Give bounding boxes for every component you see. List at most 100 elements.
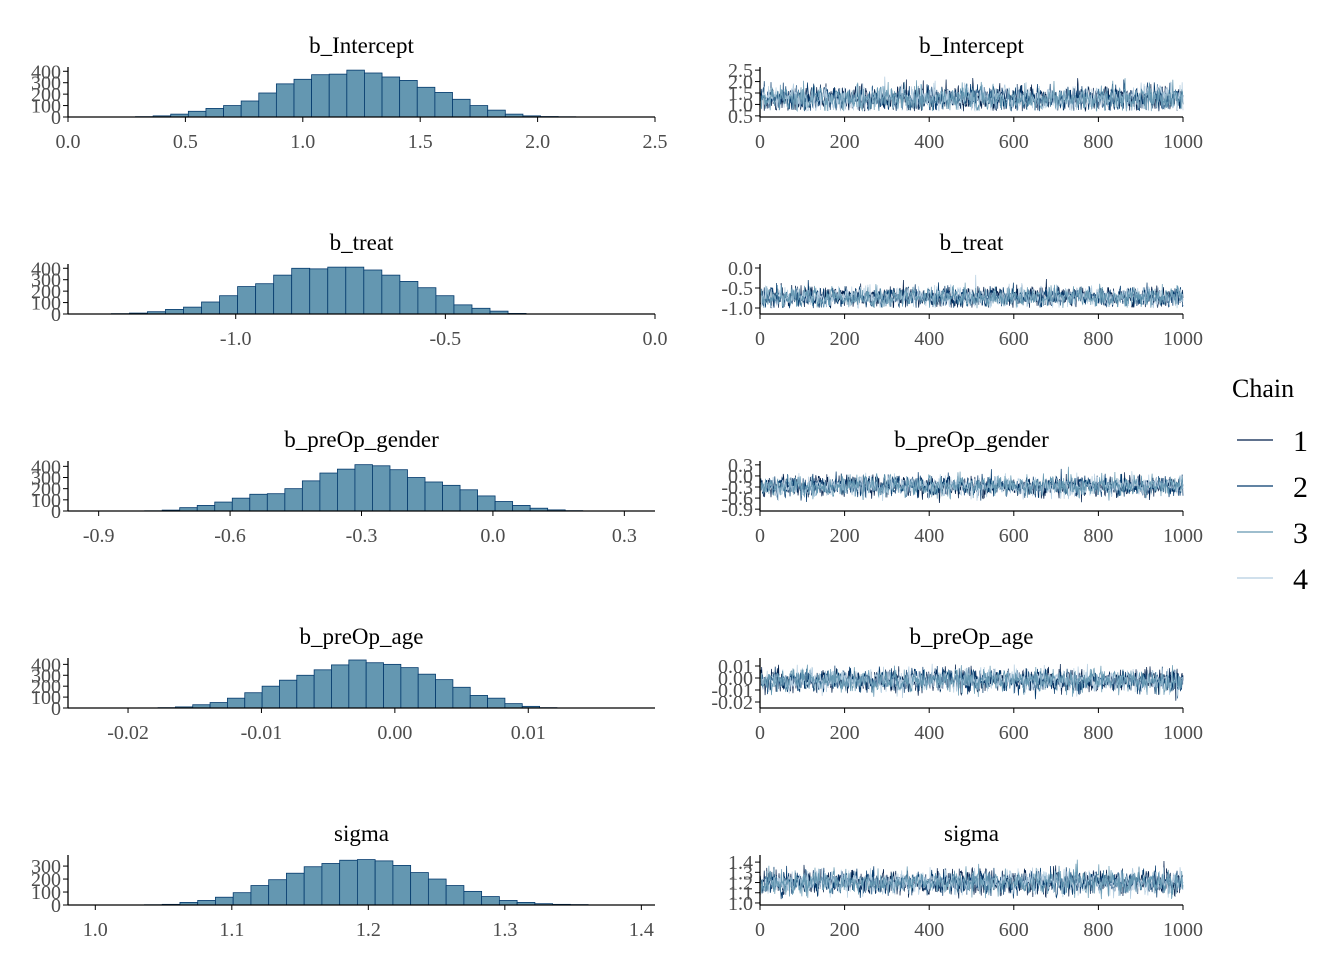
histogram-bar <box>381 274 401 315</box>
y-tick-label: 200 <box>31 869 61 891</box>
y-tick-label: -0.6 <box>721 488 753 510</box>
x-tick-label: 2.0 <box>525 131 550 153</box>
y-tick-label: 200 <box>31 479 61 501</box>
y-tick-label: 300 <box>31 468 61 490</box>
y-tick-label: 200 <box>31 676 61 698</box>
x-tick-label: 200 <box>830 131 860 153</box>
x-tick-label: 0 <box>755 525 765 547</box>
histogram-bar <box>453 304 473 315</box>
histogram-bar <box>219 295 239 315</box>
y-tick-label: -0.3 <box>721 477 753 499</box>
x-tick-label: 2.5 <box>643 131 668 153</box>
histogram-bar <box>435 679 454 709</box>
histogram-bar <box>434 92 453 118</box>
x-tick-label: 200 <box>830 328 860 350</box>
x-tick-label: 1.1 <box>219 919 244 941</box>
y-tick-label: 1.5 <box>728 83 753 105</box>
histogram-bar <box>442 484 461 512</box>
histogram-bar <box>417 673 436 709</box>
y-tick-label: 1.4 <box>728 852 753 874</box>
y-tick-label: 400 <box>31 258 61 280</box>
trace-b-intercept-panel: b_Intercept 0.51.01.52.02.5 0 200 400 600 800 1… <box>728 33 1203 153</box>
histogram-bar <box>487 697 506 709</box>
histogram-bar <box>354 464 373 512</box>
histogram-bar <box>284 488 303 512</box>
y-tick-label: 0 <box>51 501 61 523</box>
x-tick-label: 400 <box>914 919 944 941</box>
histogram-bar <box>215 896 234 906</box>
y-tick-label: 0 <box>51 895 61 917</box>
histogram-bar <box>183 306 202 315</box>
y-tick-label: 1.2 <box>728 873 753 895</box>
x-tick-label: 1.3 <box>492 919 517 941</box>
x-tick-label: 800 <box>1083 722 1113 744</box>
y-tick-label: -0.02 <box>711 692 753 714</box>
panel-title: b_treat <box>330 230 394 255</box>
x-tick-label: -0.5 <box>430 328 462 350</box>
x-tick-label: 0.00 <box>377 722 412 744</box>
panel-title: sigma <box>334 821 389 846</box>
x-tick-label: 1.5 <box>408 131 433 153</box>
x-tick-label: -0.02 <box>107 722 149 744</box>
panel-title: b_preOp_gender <box>894 427 1049 452</box>
y-tick-label: 300 <box>31 665 61 687</box>
x-tick-label: 400 <box>914 525 944 547</box>
x-tick-label: 0.01 <box>511 722 546 744</box>
trace-sigma-panel: sigma 1.01.11.21.31.4 0 200 400 600 800 1000 <box>728 821 1203 941</box>
legend-label-chain-4: 4 <box>1293 563 1308 596</box>
histogram-bar <box>165 309 184 315</box>
histogram-bar <box>356 859 376 906</box>
histogram-bar <box>512 505 531 512</box>
x-tick-label: 1000 <box>1163 328 1203 350</box>
histogram-bar <box>345 266 365 315</box>
histogram-bar <box>452 686 471 709</box>
x-tick-label: 400 <box>914 131 944 153</box>
x-tick-label: 0.0 <box>56 131 81 153</box>
chain-2-trace-line <box>759 865 1184 900</box>
histogram-bar <box>389 469 408 512</box>
histogram-bar <box>452 98 471 118</box>
panel-title: b_Intercept <box>309 33 414 58</box>
x-tick-label: 800 <box>1083 525 1113 547</box>
histogram-bar <box>445 885 465 906</box>
y-tick-label: 0.0 <box>728 466 753 488</box>
histogram-bar <box>392 865 412 906</box>
histogram-bar <box>197 900 216 906</box>
panel-title: b_preOp_age <box>300 624 424 649</box>
panel-title: b_preOp_gender <box>284 427 439 452</box>
x-tick-label: 600 <box>999 919 1029 941</box>
x-tick-label: 1000 <box>1163 919 1203 941</box>
y-tick-label: -0.01 <box>711 680 753 702</box>
histogram-bar <box>201 301 220 315</box>
x-tick-label: 0 <box>755 328 765 350</box>
x-tick-label: 600 <box>999 131 1029 153</box>
histogram-bar <box>205 108 224 118</box>
trace-b-preop-age-panel: b_preOp_age -0.02-0.010.000.01 0 200 400 600 8… <box>711 624 1203 744</box>
histogram-bar <box>494 501 514 512</box>
x-tick-label: 1000 <box>1163 525 1203 547</box>
x-tick-label: 800 <box>1083 131 1113 153</box>
histogram-bar <box>427 878 447 906</box>
histogram-bar <box>383 663 402 709</box>
histogram-bar <box>187 110 207 118</box>
histogram-bar <box>346 69 365 118</box>
histogram-bar <box>237 286 257 315</box>
x-tick-label: 200 <box>830 722 860 744</box>
histogram-bar <box>471 307 491 315</box>
x-tick-label: 600 <box>999 525 1029 547</box>
histogram-bar <box>321 863 341 906</box>
x-tick-label: 1.0 <box>290 131 315 153</box>
y-tick-label: 0.01 <box>718 656 753 678</box>
histogram-bar <box>504 703 523 709</box>
y-tick-label: 400 <box>31 654 61 676</box>
histogram-bar <box>311 74 330 118</box>
x-tick-label: 400 <box>914 328 944 350</box>
x-tick-label: -1.0 <box>220 328 252 350</box>
histogram-bar <box>327 266 347 315</box>
histogram-bar <box>477 495 496 512</box>
histogram-bar <box>223 105 242 118</box>
x-tick-label: 0.0 <box>480 525 505 547</box>
histogram-bar <box>463 890 483 906</box>
histogram-bar <box>258 92 277 118</box>
